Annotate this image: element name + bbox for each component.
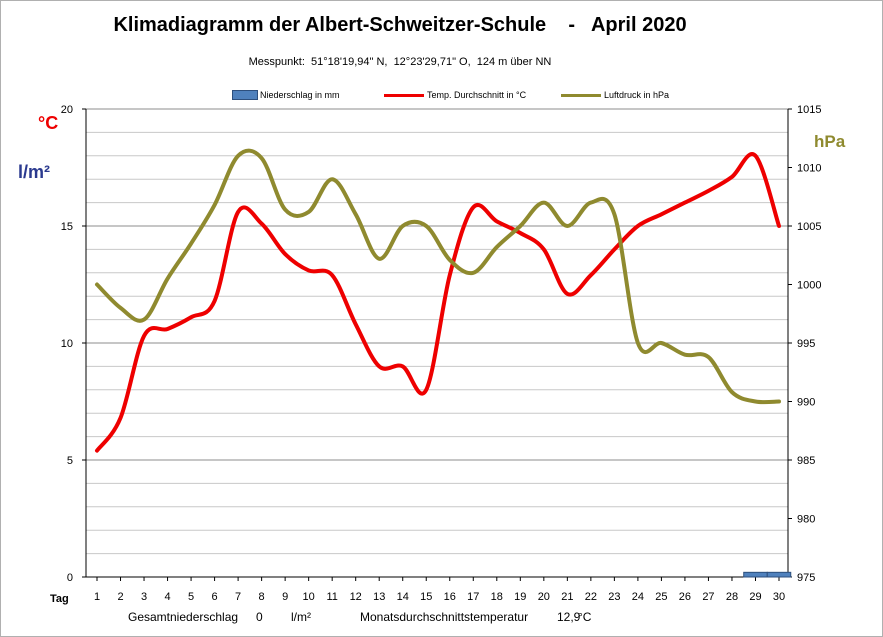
avg-temp-label: Monatsdurchschnittstemperatur [360,610,529,624]
x-tick-label: 9 [282,591,288,603]
right-tick-label: 1005 [797,221,821,233]
right-tick-label: 1015 [797,104,821,116]
chart-subtitle: Messpunkt: 51°18'19,94" N, 12°23'29,71" … [248,56,552,68]
x-tick-label: 25 [655,591,667,603]
x-axis-label: Tag [50,593,69,605]
total-precip-value: 0 [256,610,263,624]
temperature-line [95,152,781,453]
x-tick-label: 28 [726,591,738,603]
x-tick-label: 18 [491,591,503,603]
legend-label-temperature: Temp. Durchschnitt in °C [427,90,527,100]
x-tick-label: 29 [749,591,761,603]
legend-swatch-pressure [561,93,601,97]
left-tick-label: 20 [61,104,73,116]
precipitation-bar [743,571,768,578]
x-tick-label: 16 [444,591,456,603]
legend-swatch-temperature [384,93,424,97]
x-tick-label: 8 [259,591,265,603]
x-tick-label: 26 [679,591,691,603]
x-tick-label: 22 [585,591,597,603]
left-tick-label: 0 [67,572,73,584]
x-tick-label: 30 [773,591,785,603]
right-tick-label: 995 [797,338,815,350]
right-tick-label: 980 [797,514,815,526]
right-tick-label: 975 [797,572,815,584]
right-tick-label: 985 [797,455,815,467]
left-tick-label: 10 [61,338,73,350]
precipitation-unit-label: l/m² [18,162,51,182]
legend-item-temperature: Temp. Durchschnitt in °C [384,90,526,100]
left-tick-label: 15 [61,221,73,233]
chart-title: Klimadiagramm der Albert-Schweitzer-Schu… [113,14,687,36]
x-tick-label: 11 [326,591,337,603]
legend-item-pressure: Luftdruck in hPa [561,90,669,100]
x-tick-label: 14 [397,591,409,603]
x-tick-label: 17 [467,591,479,603]
legend-label-pressure: Luftdruck in hPa [604,90,670,100]
x-tick-label: 5 [188,591,194,603]
right-tick-label: 1000 [797,280,821,292]
precipitation-bar [766,571,792,578]
x-tick-label: 21 [561,591,573,603]
x-tick-label: 1 [94,591,100,603]
x-tick-label: 15 [420,591,432,603]
avg-temp-value: 12,9 [557,610,581,624]
right-tick-label: 1010 [797,163,821,175]
x-tick-label: 4 [164,591,170,603]
pressure-line [95,148,781,405]
x-tick-label: 23 [608,591,620,603]
x-tick-label: 20 [538,591,550,603]
total-precip-label: Gesamtniederschlag [128,610,239,624]
x-tick-label: 6 [212,591,218,603]
legend-label-precipitation: Niederschlag in mm [260,90,340,100]
left-tick-label: 5 [67,455,73,467]
x-tick-label: 27 [702,591,714,603]
legend-swatch-precipitation [232,90,258,100]
temperature-unit-label: °C [38,113,59,133]
total-precip-unit: l/m² [291,610,311,624]
x-tick-label: 13 [373,591,385,603]
x-tick-label: 19 [514,591,526,603]
legend-item-precipitation: Niederschlag in mm [232,90,340,100]
pressure-unit-label: hPa [814,132,846,151]
x-tick-label: 3 [141,591,147,603]
x-tick-label: 2 [117,591,123,603]
x-tick-label: 12 [350,591,362,603]
x-tick-label: 24 [632,591,644,603]
x-tick-label: 10 [303,591,315,603]
right-tick-label: 990 [797,397,815,409]
avg-temp-unit: °C [578,610,592,624]
x-tick-label: 7 [235,591,241,603]
